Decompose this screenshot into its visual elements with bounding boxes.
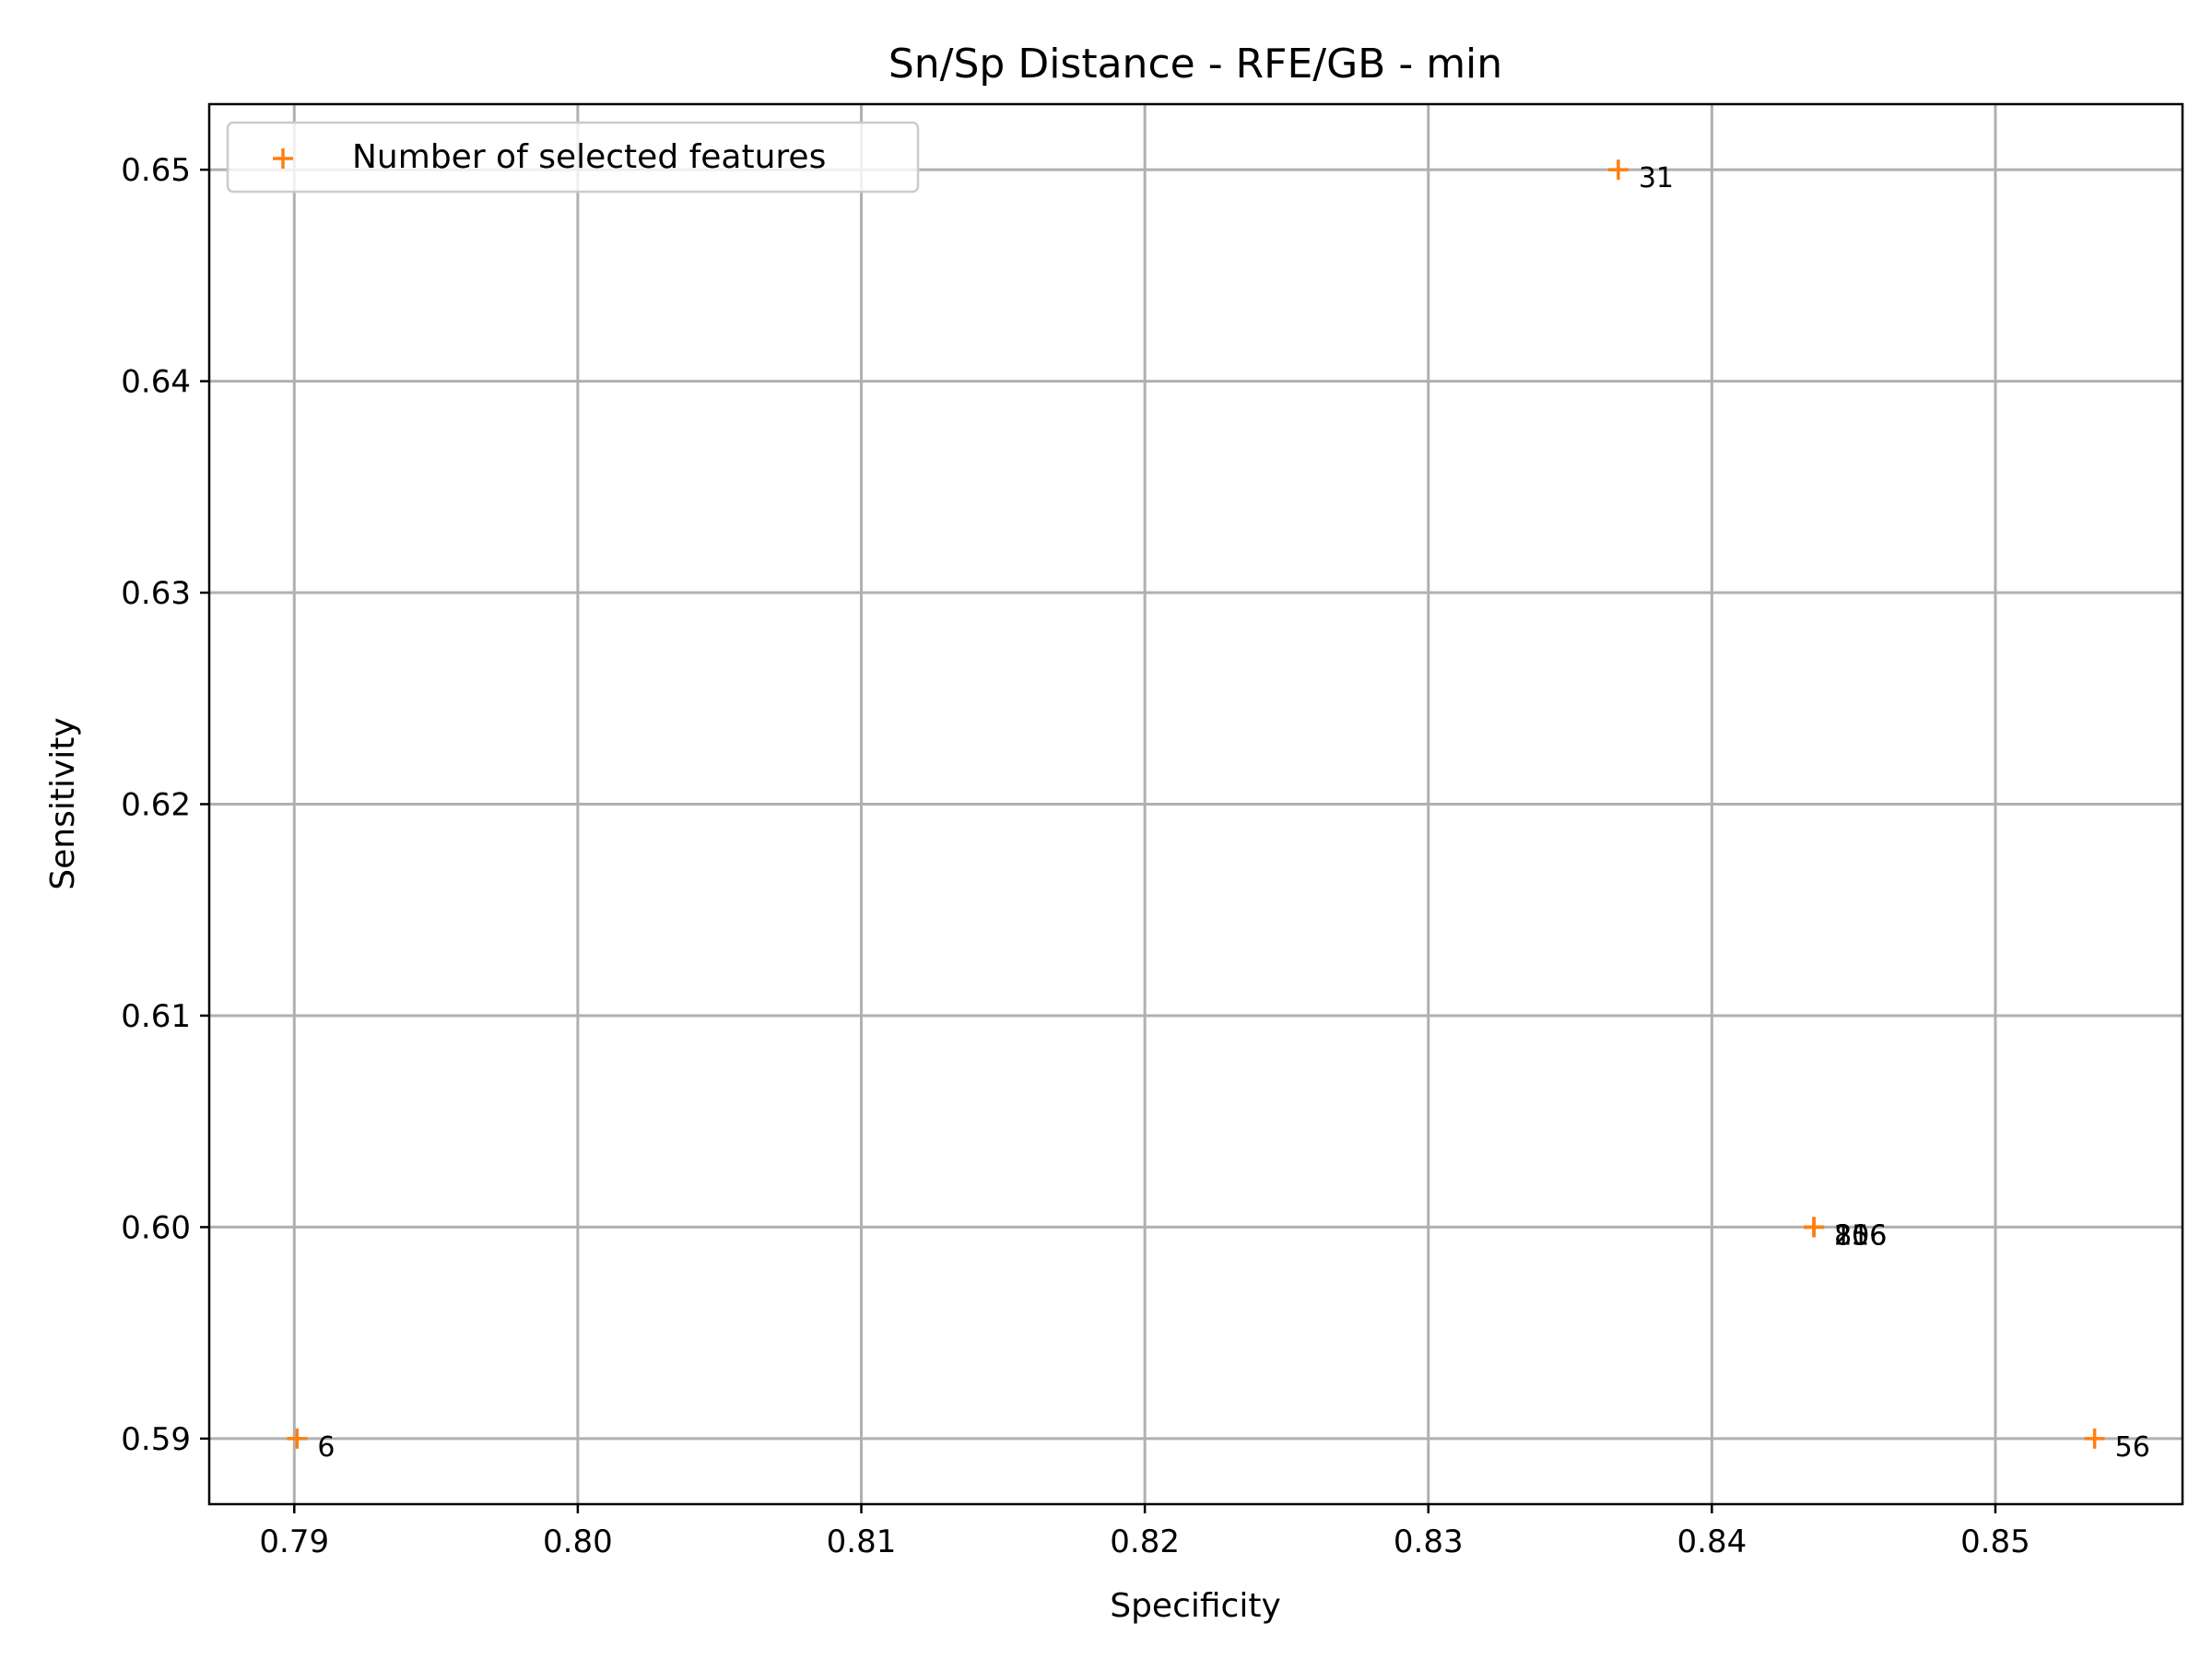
data-point-label: 106	[1834, 1219, 1887, 1252]
x-tick-label: 0.79	[259, 1524, 329, 1560]
x-axis-label: Specificity	[1110, 1587, 1281, 1625]
legend-plus-marker	[273, 148, 293, 169]
data-point-label: 56	[2115, 1431, 2150, 1464]
x-tick-label: 0.85	[1960, 1524, 2030, 1560]
y-tick-label: 0.63	[121, 575, 191, 612]
y-tick-label: 0.59	[121, 1421, 191, 1458]
x-tick-label: 0.81	[827, 1524, 897, 1560]
x-tick-label: 0.80	[543, 1524, 613, 1560]
y-axis-label: Sensitivity	[44, 717, 82, 889]
legend: Number of selected features	[226, 121, 920, 194]
legend-plus-icon	[273, 148, 293, 169]
y-tick-label: 0.61	[121, 998, 191, 1035]
legend-label: Number of selected features	[352, 138, 826, 176]
axis-ticks: 0.79 0.80 0.81 0.82 0.83 0.84 0.85 0.59 0.60 0.61…	[121, 152, 2030, 1560]
data-point-label: 256	[1834, 1219, 1887, 1252]
data-point-label: 6	[317, 1431, 335, 1464]
data-point-marker	[1804, 1217, 1825, 1238]
y-tick-label: 0.64	[121, 364, 191, 401]
data-point-label: 31	[1639, 162, 1674, 194]
chart-title: Sn/Sp Distance - RFE/GB - min	[888, 41, 1502, 88]
data-point-label: 81	[1834, 1219, 1869, 1252]
plot-frame	[207, 102, 2184, 1506]
y-tick-label: 0.62	[121, 787, 191, 824]
grid-lines	[209, 104, 2183, 1504]
data-point-marker	[1607, 159, 1629, 181]
x-tick-label: 0.83	[1394, 1524, 1464, 1560]
legend-box	[226, 121, 920, 194]
x-tick-label: 0.82	[1110, 1524, 1180, 1560]
y-tick-label: 0.60	[121, 1209, 191, 1246]
data-point-label: 206	[1834, 1219, 1887, 1252]
data-point-marker	[287, 1428, 308, 1449]
x-tick-label: 0.84	[1677, 1524, 1747, 1560]
data-point-marker	[2084, 1428, 2105, 1449]
y-tick-label: 0.65	[121, 152, 191, 189]
